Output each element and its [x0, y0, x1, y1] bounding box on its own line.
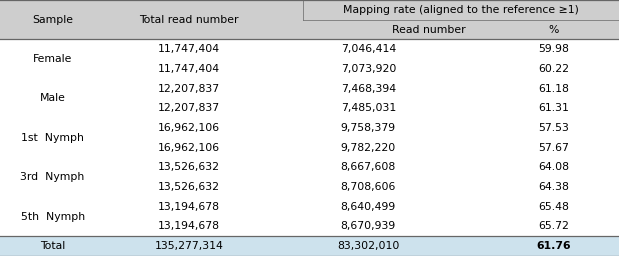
Text: 5th  Nymph: 5th Nymph: [20, 212, 85, 222]
Text: %: %: [549, 25, 559, 35]
Text: Female: Female: [33, 54, 72, 64]
Text: 8,640,499: 8,640,499: [340, 202, 396, 212]
Text: 7,073,920: 7,073,920: [340, 64, 396, 74]
Text: 1st  Nymph: 1st Nymph: [21, 133, 84, 143]
Text: 64.08: 64.08: [539, 162, 569, 172]
Text: 7,485,031: 7,485,031: [340, 103, 396, 113]
Text: Total read number: Total read number: [139, 15, 238, 25]
Text: 135,277,314: 135,277,314: [154, 241, 223, 251]
Text: 8,708,606: 8,708,606: [340, 182, 396, 192]
Text: 61.31: 61.31: [539, 103, 569, 113]
Text: 16,962,106: 16,962,106: [158, 143, 220, 153]
Text: Total: Total: [40, 241, 65, 251]
Text: 61.76: 61.76: [537, 241, 571, 251]
Text: 13,194,678: 13,194,678: [158, 202, 220, 212]
Text: 13,526,632: 13,526,632: [158, 162, 220, 172]
Text: 60.22: 60.22: [539, 64, 569, 74]
Text: Read number: Read number: [392, 25, 465, 35]
Text: 12,207,837: 12,207,837: [158, 84, 220, 94]
Text: 8,667,608: 8,667,608: [340, 162, 396, 172]
Text: 64.38: 64.38: [539, 182, 569, 192]
Bar: [0, 236, 619, 256]
Text: Sample: Sample: [32, 15, 73, 25]
Text: 65.48: 65.48: [539, 202, 569, 212]
Text: 9,782,220: 9,782,220: [340, 143, 396, 153]
Bar: [0, 0, 619, 39]
Text: 57.53: 57.53: [539, 123, 569, 133]
Text: 57.67: 57.67: [539, 143, 569, 153]
Text: 65.72: 65.72: [539, 221, 569, 231]
Text: 13,526,632: 13,526,632: [158, 182, 220, 192]
Text: 3rd  Nymph: 3rd Nymph: [20, 172, 85, 182]
Text: 59.98: 59.98: [539, 44, 569, 54]
Text: Mapping rate (aligned to the reference ≥1): Mapping rate (aligned to the reference ≥…: [343, 5, 579, 15]
Text: 9,758,379: 9,758,379: [340, 123, 396, 133]
Text: 16,962,106: 16,962,106: [158, 123, 220, 133]
Text: 11,747,404: 11,747,404: [158, 44, 220, 54]
Text: Male: Male: [40, 93, 66, 103]
Text: 11,747,404: 11,747,404: [158, 64, 220, 74]
Text: 83,302,010: 83,302,010: [337, 241, 399, 251]
Text: 7,468,394: 7,468,394: [340, 84, 396, 94]
Text: 8,670,939: 8,670,939: [340, 221, 396, 231]
Text: 61.18: 61.18: [539, 84, 569, 94]
Text: 12,207,837: 12,207,837: [158, 103, 220, 113]
Text: 13,194,678: 13,194,678: [158, 221, 220, 231]
Text: 7,046,414: 7,046,414: [340, 44, 396, 54]
